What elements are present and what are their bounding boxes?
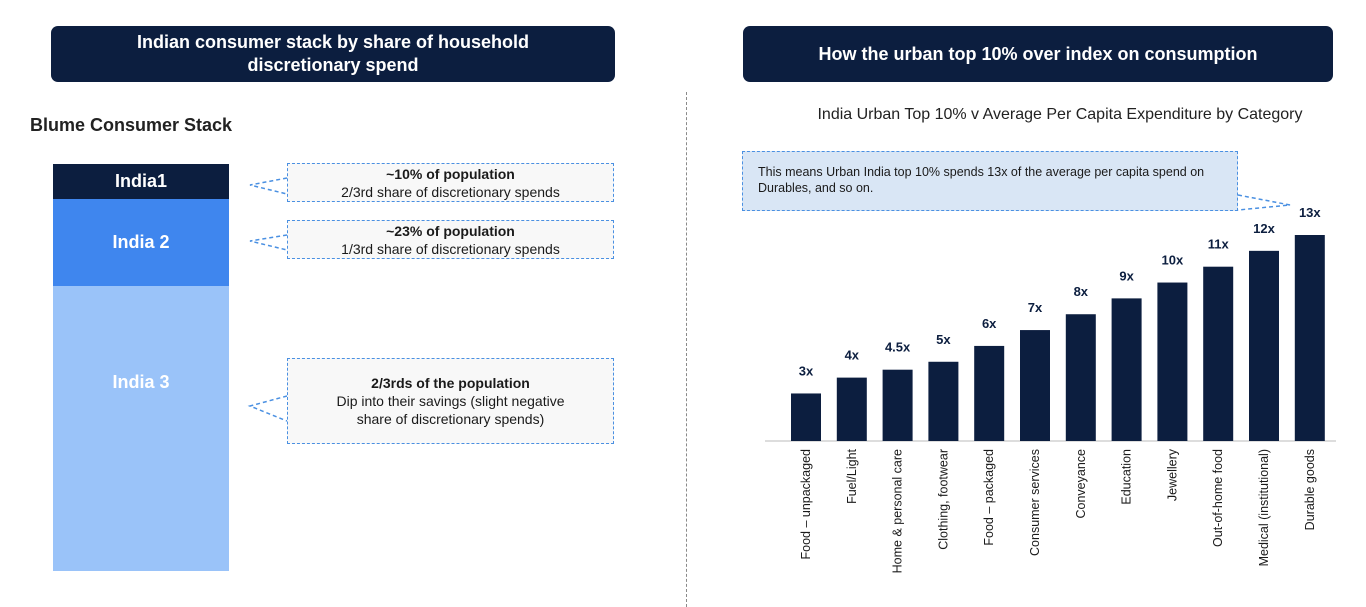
callout-india1-text: 2/3rd share of discretionary spends — [341, 183, 560, 200]
bar-9 — [1203, 266, 1234, 441]
chart-title: India Urban Top 10% v Average Per Capita… — [817, 106, 1303, 123]
value-label-8: 10x — [1162, 253, 1184, 268]
bar-6 — [1065, 314, 1096, 441]
value-label-11: 13x — [1299, 205, 1321, 220]
segment-india1: India1 — [53, 164, 229, 199]
bar-11 — [1294, 235, 1325, 441]
callout-pointer-3 — [247, 395, 288, 422]
right-header-banner: How the urban top 10% over index on cons… — [743, 26, 1333, 82]
segment-india2-label: India 2 — [112, 232, 170, 252]
callout-pointer-2 — [249, 234, 288, 251]
callout-india1: ~10% of population 2/3rd share of discre… — [287, 163, 614, 202]
note-pointer — [1237, 194, 1291, 211]
value-label-1: 4x — [845, 348, 860, 363]
bar-5 — [1020, 330, 1050, 441]
callout-india3-heading: 2/3rds of the population — [371, 375, 530, 391]
segment-india1-label: India1 — [114, 171, 167, 191]
segment-india3: India 3 — [53, 286, 229, 571]
bar-1 — [836, 377, 867, 441]
stack-title: Blume Consumer Stack — [30, 115, 233, 135]
chart-note-box: This means Urban India top 10% spends 13… — [742, 151, 1238, 211]
segment-india3-label: India 3 — [112, 372, 170, 392]
segment-india2: India 2 — [53, 199, 229, 286]
callout-india2: ~23% of population 1/3rd share of discre… — [287, 220, 614, 259]
category-label-4: Food – packaged — [982, 449, 996, 546]
category-label-7: Education — [1120, 449, 1134, 505]
category-label-3: Clothing, footwear — [936, 449, 950, 550]
callout-india3: 2/3rds of the population Dip into their … — [287, 358, 614, 444]
bar-4 — [974, 345, 1005, 441]
callout-pointers — [247, 177, 288, 422]
value-label-3: 5x — [936, 332, 951, 347]
callout-india1-heading: ~10% of population — [386, 165, 515, 182]
bar-8 — [1157, 282, 1188, 441]
bar-10 — [1249, 250, 1279, 441]
value-label-4: 6x — [982, 316, 997, 331]
value-label-5: 7x — [1028, 300, 1043, 315]
right-header-text: How the urban top 10% over index on cons… — [818, 43, 1258, 64]
category-label-10: Medical (institutional) — [1257, 449, 1271, 566]
value-label-0: 3x — [799, 363, 814, 378]
left-header-banner: Indian consumer stack by share of househ… — [51, 26, 615, 82]
value-label-7: 9x — [1119, 268, 1134, 283]
chart-note-text: This means Urban India top 10% spends 13… — [758, 165, 1205, 195]
bar-2 — [882, 369, 913, 441]
callout-india3-text: Dip into their savings (slight negative … — [336, 393, 565, 427]
value-label-9: 11x — [1208, 237, 1230, 252]
category-label-6: Conveyance — [1074, 449, 1088, 519]
callout-pointer-1 — [249, 177, 288, 195]
callout-india2-heading: ~23% of population — [386, 222, 515, 239]
bar-0 — [791, 393, 821, 441]
category-label-8: Jewellery — [1165, 448, 1179, 501]
category-label-0: Food – unpackaged — [799, 449, 813, 560]
category-label-5: Consumer services — [1028, 449, 1042, 556]
value-label-6: 8x — [1074, 284, 1089, 299]
value-label-2: 4.5x — [885, 340, 911, 355]
section-divider — [686, 92, 687, 607]
callout-india2-text: 1/3rd share of discretionary spends — [341, 240, 560, 257]
category-label-11: Durable goods — [1303, 449, 1317, 530]
value-label-10: 12x — [1253, 221, 1275, 236]
bar-7 — [1111, 298, 1142, 441]
category-label-9: Out-of-home food — [1211, 449, 1225, 547]
category-label-2: Home & personal care — [891, 449, 905, 573]
bar-3 — [928, 361, 959, 441]
category-label-1: Fuel/Light — [845, 448, 859, 503]
left-header-text: Indian consumer stack by share of househ… — [136, 32, 530, 75]
